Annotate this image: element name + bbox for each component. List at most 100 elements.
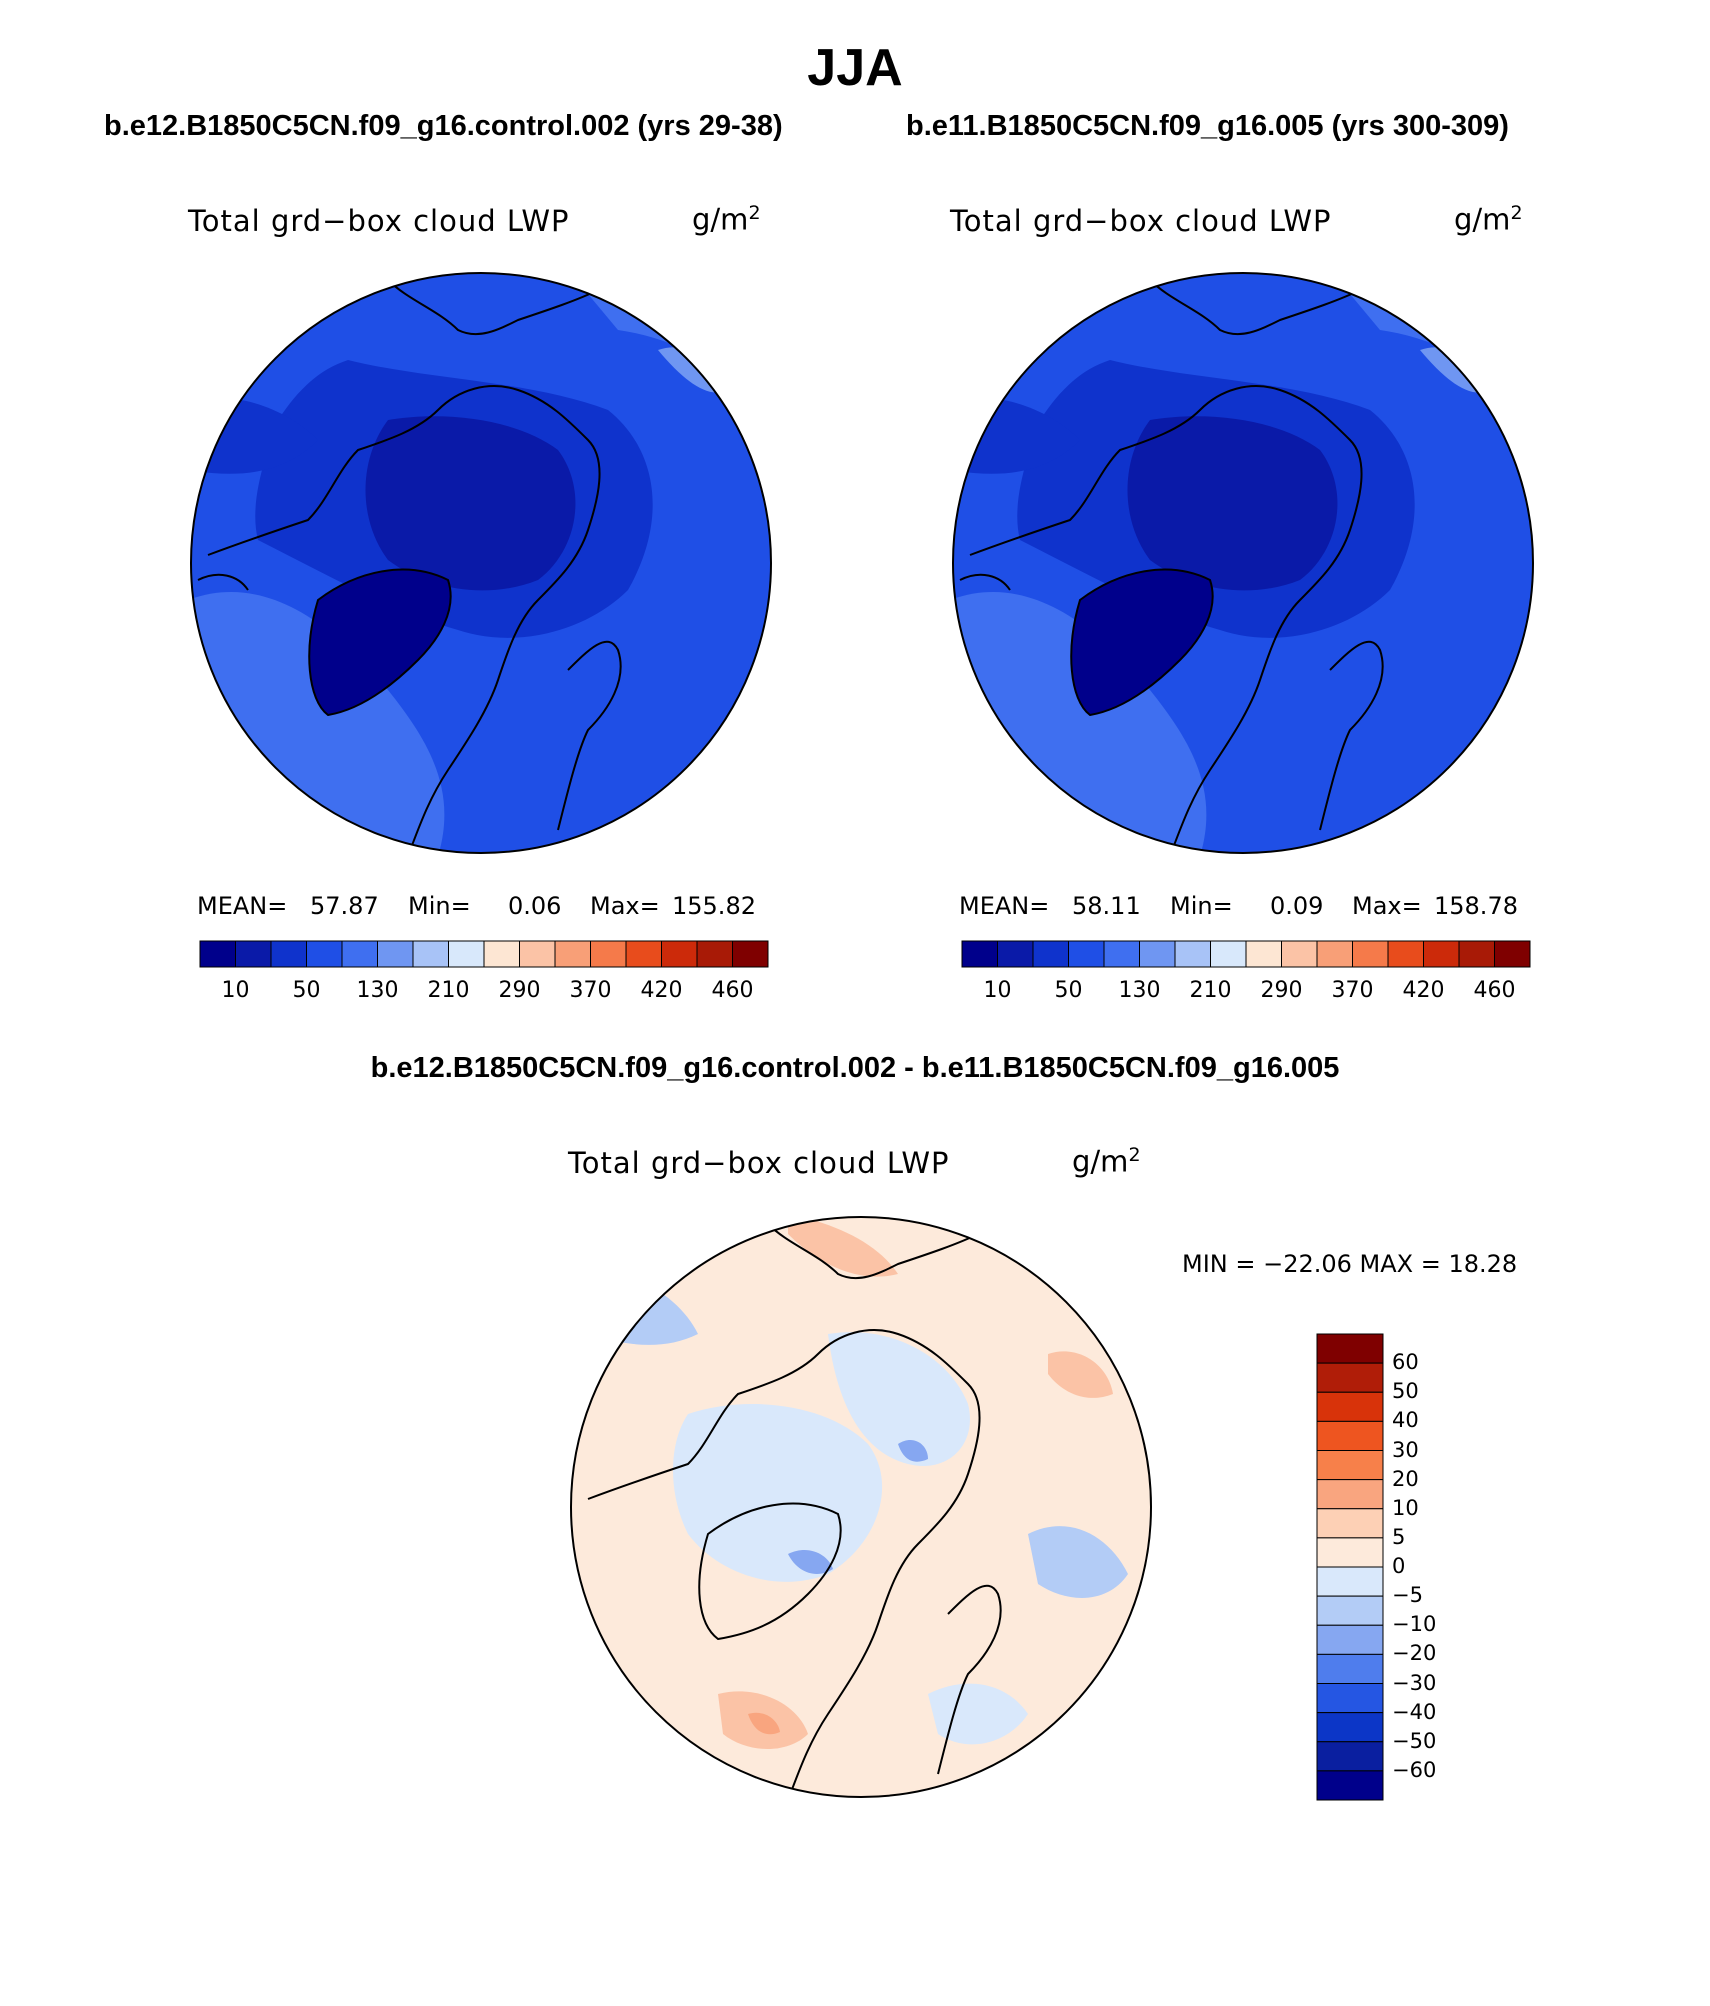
diff-field-cool-region xyxy=(828,1332,970,1466)
map-coastline xyxy=(1319,640,1384,831)
colorbar-tick-label: 210 xyxy=(1189,978,1232,1003)
colorbar-swatch xyxy=(1316,1712,1384,1743)
map-field-dark-region xyxy=(365,416,576,591)
panel2-min-value: 0.09 xyxy=(1270,892,1324,920)
map-greenland-dark xyxy=(309,569,451,715)
map-coastline xyxy=(387,279,599,336)
colorbar-swatch xyxy=(1423,940,1460,968)
difference-title: b.e12.B1850C5CN.f09_g16.control.002 - b.… xyxy=(370,1052,1340,1084)
colorbar-swatch xyxy=(625,940,662,968)
map-coastline xyxy=(959,573,1011,591)
colorbar-tick-label: −10 xyxy=(1392,1612,1437,1637)
panel2-units: g/m2 xyxy=(1454,202,1523,237)
colorbar-tick-label: −5 xyxy=(1392,1583,1423,1608)
panel2-colorbar xyxy=(961,940,1531,968)
colorbar-tick-label: 40 xyxy=(1392,1408,1419,1433)
colorbar-tick-label: 290 xyxy=(498,978,541,1003)
colorbar-swatch xyxy=(412,940,449,968)
diff-variable-label: Total grd−box cloud LWP xyxy=(568,1146,950,1180)
colorbar-tick-label: 50 xyxy=(1392,1379,1419,1404)
colorbar-swatch xyxy=(1316,940,1353,968)
colorbar-tick-label: 210 xyxy=(427,978,470,1003)
colorbar-tick-label: 130 xyxy=(1118,978,1161,1003)
colorbar-tick-label: 420 xyxy=(1402,978,1445,1003)
colorbar-swatch xyxy=(1494,940,1531,968)
map-coastline xyxy=(1149,279,1361,336)
colorbar-tick-label: 50 xyxy=(1054,978,1083,1003)
colorbar-tick-label: −50 xyxy=(1392,1728,1437,1753)
diff-field-cool2-region xyxy=(788,1549,833,1574)
colorbar-swatch xyxy=(1316,1479,1384,1510)
colorbar-swatch xyxy=(1316,1770,1384,1801)
panel1-min-value: 0.06 xyxy=(508,892,562,920)
colorbar-tick-label: 10 xyxy=(1392,1495,1419,1520)
colorbar-swatch xyxy=(1210,940,1247,968)
colorbar-swatch xyxy=(1032,940,1069,968)
colorbar-swatch xyxy=(1245,940,1282,968)
diff-min-max-stats: MIN = −22.06 MAX = 18.28 xyxy=(1182,1250,1518,1278)
panel1-mean-label: MEAN= xyxy=(197,892,288,920)
map-coastline xyxy=(557,640,622,831)
colorbar-swatch xyxy=(1316,1683,1384,1714)
colorbar-swatch xyxy=(270,940,307,968)
diff-coastline xyxy=(767,1223,979,1280)
diff-field-warm-region xyxy=(1048,1351,1113,1398)
figure-title: JJA xyxy=(807,39,903,97)
colorbar-tick-label: 10 xyxy=(983,978,1012,1003)
colorbar-tick-label: 0 xyxy=(1392,1554,1406,1578)
panel1-mean-value: 57.87 xyxy=(310,892,379,920)
colorbar-tick-label: 460 xyxy=(1473,978,1516,1003)
diff-field-cool-region xyxy=(928,1683,1028,1745)
panel1-variable-label: Total grd−box cloud LWP xyxy=(188,204,570,238)
colorbar-swatch xyxy=(732,940,769,968)
colorbar-swatch xyxy=(1174,940,1211,968)
difference-polar-map xyxy=(570,1216,1152,1798)
diff-field-warm-region xyxy=(788,1217,898,1277)
diff-units: g/m2 xyxy=(1072,1144,1141,1179)
colorbar-swatch xyxy=(1316,1653,1384,1684)
colorbar-swatch xyxy=(341,940,378,968)
colorbar-swatch xyxy=(1316,1624,1384,1655)
colorbar-swatch xyxy=(306,940,343,968)
colorbar-tick-label: −20 xyxy=(1392,1641,1437,1666)
colorbar-swatch xyxy=(519,940,556,968)
colorbar-swatch xyxy=(1068,940,1105,968)
colorbar-swatch xyxy=(377,940,414,968)
colorbar-swatch xyxy=(1316,1508,1384,1539)
panel2-max-label: Max= xyxy=(1352,892,1422,920)
panel2-mean-value: 58.11 xyxy=(1072,892,1141,920)
diff-field-cool-region xyxy=(1028,1526,1128,1598)
panel1-colorbar xyxy=(199,940,769,968)
colorbar-swatch xyxy=(199,940,236,968)
colorbar-tick-label: 5 xyxy=(1392,1524,1406,1549)
colorbar-swatch xyxy=(1316,1362,1384,1393)
difference-colorbar xyxy=(1316,1333,1384,1801)
map-coastline xyxy=(207,385,601,853)
colorbar-swatch xyxy=(235,940,272,968)
panel1-polar-map xyxy=(190,272,772,854)
panel2-case-title: b.e11.B1850C5CN.f09_g16.005 (yrs 300-309… xyxy=(906,110,1509,142)
colorbar-swatch xyxy=(1316,1537,1384,1568)
colorbar-swatch xyxy=(483,940,520,968)
map-coastline xyxy=(197,573,249,591)
colorbar-swatch xyxy=(1352,940,1389,968)
colorbar-tick-label: −40 xyxy=(1392,1699,1437,1724)
colorbar-swatch xyxy=(1316,1741,1384,1772)
colorbar-swatch xyxy=(1458,940,1495,968)
colorbar-swatch xyxy=(696,940,733,968)
panel1-min-label: Min= xyxy=(408,892,471,920)
colorbar-tick-label: 370 xyxy=(569,978,612,1003)
panel2-max-value: 158.78 xyxy=(1434,892,1518,920)
colorbar-tick-label: 370 xyxy=(1331,978,1374,1003)
colorbar-tick-label: 290 xyxy=(1260,978,1303,1003)
panel2-min-label: Min= xyxy=(1170,892,1233,920)
colorbar-swatch xyxy=(1281,940,1318,968)
colorbar-tick-label: 30 xyxy=(1392,1437,1419,1462)
diff-field-warm2-region xyxy=(748,1712,780,1735)
diff-coastline xyxy=(587,1329,981,1797)
panel1-max-value: 155.82 xyxy=(672,892,756,920)
colorbar-tick-label: 60 xyxy=(1392,1350,1419,1375)
diff-field-cool-region xyxy=(673,1404,883,1582)
colorbar-swatch xyxy=(554,940,591,968)
colorbar-swatch xyxy=(448,940,485,968)
